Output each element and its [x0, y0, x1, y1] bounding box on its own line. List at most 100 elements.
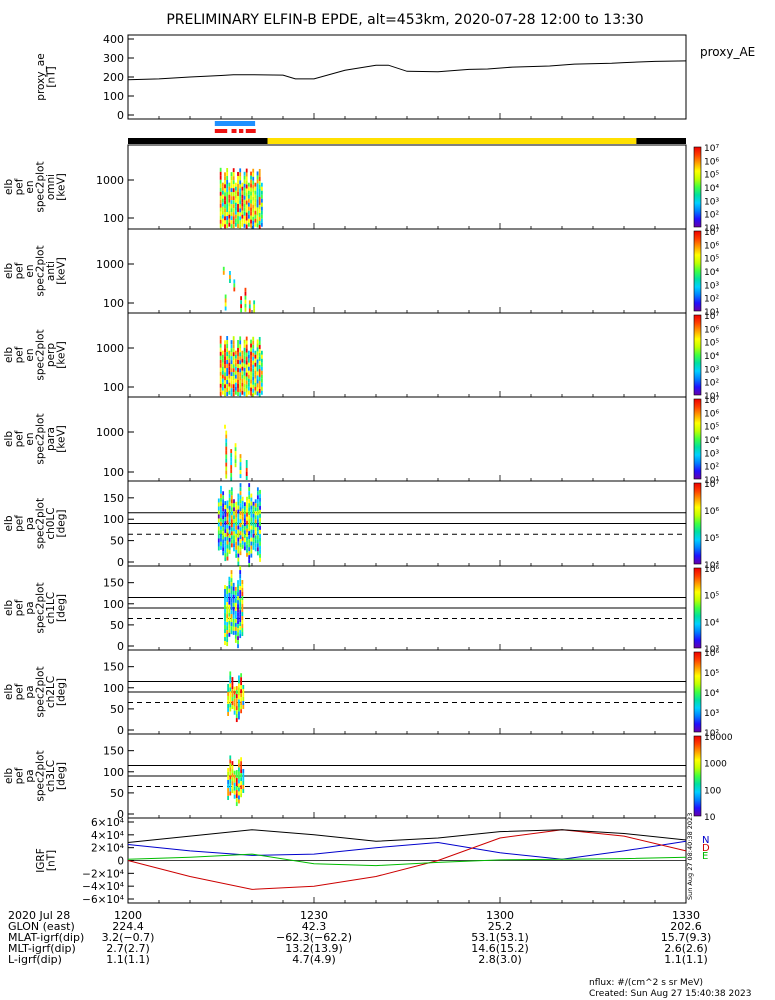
- heatmap-cell: [224, 192, 226, 197]
- heatmap-cell: [250, 171, 252, 176]
- footer-cell: 13.2(13.9): [285, 942, 343, 955]
- heatmap-cell: [225, 474, 228, 479]
- heatmap-cell: [259, 497, 261, 502]
- axis-ylabel: [keV]: [56, 341, 68, 369]
- heatmap-cell: [245, 460, 248, 464]
- heatmap-cell: [230, 602, 233, 607]
- heatmap-cell: [220, 529, 222, 534]
- heatmap-cell: [234, 202, 237, 207]
- heatmap-cell: [248, 499, 251, 504]
- heatmap-cell: [230, 487, 233, 492]
- heatmap-cell: [224, 180, 226, 185]
- heatmap-cell: [240, 709, 243, 714]
- heatmap-cell: [222, 499, 225, 504]
- heatmap-cell: [219, 387, 222, 392]
- heatmap-cell: [239, 364, 242, 369]
- heatmap-cell: [241, 386, 244, 391]
- heatmap-cell: [227, 699, 229, 704]
- heatmap-cell: [250, 391, 252, 396]
- heatmap-cell: [229, 755, 232, 760]
- heatmap-cell: [230, 495, 233, 500]
- heatmap-cell: [241, 214, 244, 219]
- heatmap-cell: [228, 529, 231, 534]
- heatmap-cell: [230, 618, 233, 623]
- heatmap-cell: [234, 614, 237, 619]
- heatmap-cell: [235, 710, 238, 715]
- y-tick-label: 150: [103, 577, 124, 590]
- heatmap-cell: [239, 570, 242, 575]
- heatmap-cell: [242, 768, 245, 773]
- heatmap-cell: [247, 182, 250, 187]
- heatmap-cell: [252, 184, 255, 189]
- heatmap-cell: [252, 509, 255, 514]
- science-zone-red-3: [245, 129, 256, 133]
- heatmap-cell: [233, 774, 236, 779]
- heatmap-cell: [250, 347, 252, 352]
- heatmap-cell: [226, 216, 229, 221]
- heatmap-cell: [219, 339, 222, 344]
- heatmap-cell: [221, 194, 224, 199]
- heatmap-cell: [258, 180, 261, 185]
- heatmap-cell: [225, 446, 228, 451]
- heatmap-cell: [240, 789, 243, 794]
- heatmap-cell: [239, 466, 242, 471]
- heatmap-cell: [238, 759, 240, 764]
- heatmap-cell: [240, 300, 243, 305]
- heatmap-cell: [258, 380, 261, 385]
- heatmap-cell: [233, 778, 236, 783]
- heatmap-cell: [239, 602, 242, 607]
- heatmap-cell: [237, 391, 239, 396]
- heatmap-cell: [239, 622, 242, 627]
- heatmap-cell: [247, 198, 250, 203]
- heatmap-cell: [228, 588, 231, 593]
- heatmap-cell: [222, 535, 225, 540]
- heatmap-cell: [243, 207, 246, 212]
- y-tick-label: 100: [103, 466, 124, 479]
- heatmap-cell: [239, 388, 242, 393]
- heatmap-cell: [224, 298, 227, 303]
- heatmap-cell: [224, 368, 226, 373]
- heatmap-cell: [256, 199, 259, 204]
- heatmap-cell: [235, 509, 238, 514]
- heatmap-cell: [219, 343, 222, 348]
- heatmap-cell: [230, 477, 233, 482]
- colorbar-tick-label: 10⁵: [704, 255, 719, 265]
- heatmap-cell: [248, 527, 251, 532]
- heatmap-cell: [244, 295, 247, 300]
- axis-ylabel: IGRF: [35, 848, 47, 873]
- heatmap-cell: [241, 500, 244, 505]
- heatmap-cell: [238, 795, 240, 800]
- heatmap-cell: [241, 382, 244, 387]
- colorbar-tick-label: 10⁶: [704, 157, 719, 167]
- igrf-line-D: [127, 829, 687, 890]
- heatmap-cell: [245, 344, 248, 349]
- colorbar-tick-label: 10³: [704, 281, 719, 291]
- heatmap-cell: [238, 675, 240, 680]
- heatmap-cell: [230, 340, 233, 345]
- heatmap-cell: [239, 606, 242, 611]
- heatmap-cell: [252, 216, 255, 221]
- heatmap-cell: [233, 770, 236, 775]
- heatmap-cell: [250, 363, 252, 368]
- axis-ylabel: [nT]: [46, 850, 58, 871]
- heatmap-cell: [231, 761, 234, 766]
- heatmap-cell: [245, 200, 248, 205]
- heatmap-cell: [252, 348, 255, 353]
- heatmap-cell: [243, 199, 246, 204]
- heatmap-cell: [237, 644, 239, 649]
- heatmap-cell: [230, 224, 233, 229]
- colorbar-tick-label: 10⁶: [704, 241, 719, 251]
- heatmap-cell: [230, 519, 233, 524]
- heatmap-cell: [256, 339, 259, 344]
- heatmap-cell: [237, 339, 239, 344]
- heatmap-cell: [247, 202, 250, 207]
- heatmap-cell: [241, 186, 244, 191]
- heatmap-cell: [243, 367, 246, 372]
- heatmap-cell: [228, 378, 231, 383]
- heatmap-cell: [224, 505, 227, 510]
- heatmap-cell: [226, 372, 229, 377]
- heatmap-cell: [242, 692, 245, 697]
- heatmap-cell: [252, 176, 255, 181]
- heatmap-cell: [259, 517, 261, 522]
